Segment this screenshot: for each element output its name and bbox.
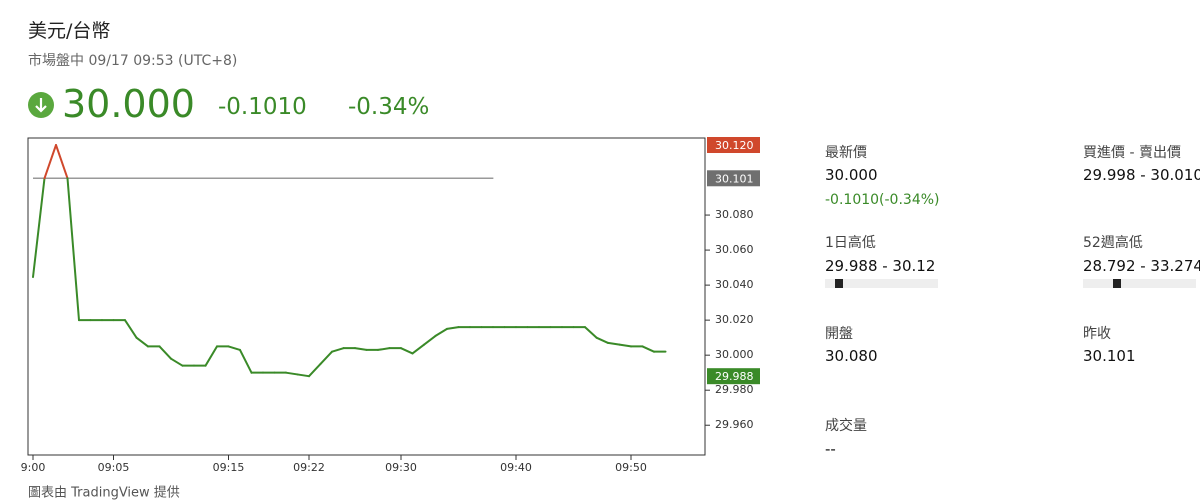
price-tag-bg — [707, 137, 760, 154]
stat-value: 30.101 — [1083, 347, 1136, 365]
range-bar — [825, 279, 938, 288]
line-segment — [446, 326, 460, 330]
line-segment — [319, 350, 333, 365]
line-segment — [204, 345, 218, 367]
price-tag: 30.120 — [707, 137, 760, 154]
line-segment — [308, 362, 322, 378]
line-segment — [584, 326, 598, 339]
line-segment — [170, 357, 184, 367]
y-tick-label: 30.040 — [715, 278, 754, 291]
x-tick-label: 09:40 — [500, 461, 532, 474]
stat-value: 30.000 — [825, 166, 878, 184]
line-segment — [434, 327, 448, 337]
stat-label: 昨收 — [1083, 326, 1111, 342]
title: 美元/台幣 — [28, 20, 111, 42]
line-segment — [411, 343, 425, 355]
x-tick-label: 09:15 — [213, 461, 245, 474]
stat-label: 成交量 — [825, 418, 867, 434]
chart: 30.08030.06030.04030.02030.00029.98029.9… — [21, 137, 760, 501]
price-tag-label: 30.120 — [715, 139, 754, 152]
plot-frame — [27, 137, 706, 456]
stat-value: 28.792 - 33.274 — [1083, 257, 1200, 275]
line-segment — [595, 336, 609, 344]
stat-label: 最新價 — [825, 145, 867, 161]
line-segment — [285, 371, 299, 376]
line-segment — [641, 345, 655, 353]
line-segment — [400, 347, 414, 355]
stat-value: 30.080 — [825, 347, 878, 365]
line-segment — [66, 177, 80, 322]
chart-footer: 圖表由 TradingView 提供 — [28, 485, 180, 501]
y-tick-label: 30.080 — [715, 208, 754, 221]
range-bar — [1083, 279, 1196, 288]
price-tag-label: 30.101 — [715, 172, 754, 185]
change: -0.1010 — [218, 94, 307, 120]
line-segment — [227, 345, 241, 351]
y-tick-label: 30.020 — [715, 313, 754, 326]
stat-label: 開盤 — [825, 326, 853, 342]
line-segment — [423, 334, 437, 346]
x-tick-label: 09:50 — [615, 461, 647, 474]
stat-value: -- — [825, 440, 836, 458]
price-tag-bg — [707, 170, 760, 187]
x-tick-label: 09:30 — [385, 461, 417, 474]
line-segment — [32, 177, 46, 279]
down-icon — [28, 92, 54, 118]
y-tick-label: 30.000 — [715, 348, 754, 361]
stat-value: 29.998 - 30.010 — [1083, 166, 1200, 184]
line-segment — [158, 345, 172, 360]
line-segment — [55, 144, 69, 180]
line-segment — [124, 319, 138, 339]
price: 30.000 — [62, 82, 195, 126]
subtitle: 市場盤中 09/17 09:53 (UTC+8) — [28, 53, 238, 69]
x-tick-label: 09:22 — [293, 461, 325, 474]
y-tick-label: 29.960 — [715, 418, 754, 431]
stat-label: 52週高低 — [1083, 235, 1143, 251]
line-segment — [607, 341, 621, 346]
x-tick-label: 09:05 — [98, 461, 130, 474]
line-segment — [377, 347, 391, 351]
range-marker — [835, 279, 844, 288]
range-marker — [1113, 279, 1122, 288]
price-tag-label: 29.988 — [715, 370, 754, 383]
stat-value: 29.988 - 30.12 — [825, 257, 936, 275]
price-tag-bg — [707, 368, 760, 385]
price-tag: 29.988 — [707, 368, 760, 385]
y-tick-label: 29.980 — [715, 383, 754, 396]
line-segment — [135, 336, 149, 348]
stat-label: 1日高低 — [825, 235, 876, 251]
line-segment — [43, 144, 57, 180]
line-segment — [354, 347, 368, 351]
y-tick-label: 30.060 — [715, 243, 754, 256]
line-segment — [331, 347, 345, 353]
stat-change: -0.1010(-0.34%) — [825, 192, 940, 208]
x-tick-label: 9:00 — [21, 461, 46, 474]
line-segment — [618, 343, 632, 348]
stat-label: 買進價 - 賣出價 — [1083, 145, 1181, 161]
line-segment — [239, 348, 253, 374]
change-pct: -0.34% — [348, 94, 430, 120]
line-segment — [296, 373, 310, 378]
price-tag: 30.101 — [707, 170, 760, 187]
